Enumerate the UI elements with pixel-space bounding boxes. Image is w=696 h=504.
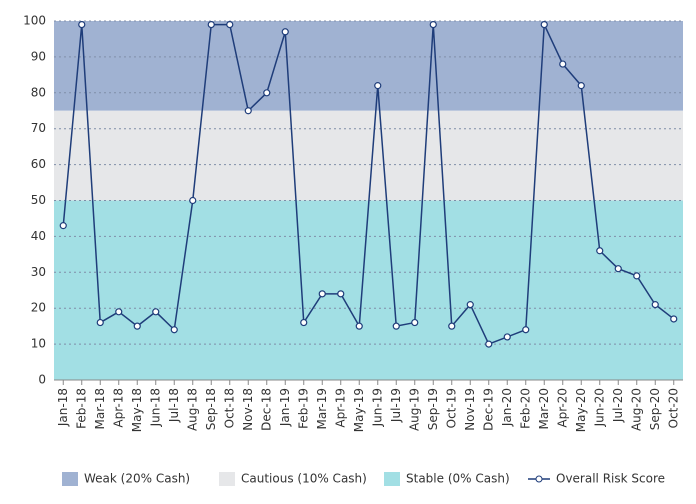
- x-tick-label: Apr-18: [111, 388, 125, 428]
- x-tick-label: Sep-18: [204, 388, 218, 430]
- y-tick-label: 10: [31, 337, 46, 351]
- x-tick-label: Jun-20: [592, 388, 606, 427]
- x-tick-label: Apr-20: [555, 388, 569, 428]
- risk-point: [300, 318, 308, 327]
- x-tick-label: Feb-18: [74, 388, 88, 429]
- legend-label: Weak (20% Cash): [84, 472, 190, 486]
- risk-point: [78, 20, 86, 29]
- risk-point: [355, 322, 363, 330]
- risk-point: [263, 89, 271, 97]
- x-tick-label: Feb-20: [518, 388, 532, 429]
- risk-point: [448, 322, 456, 330]
- x-tick-label: Jul-18: [167, 388, 181, 423]
- x-tick-label: Jan-20: [500, 388, 514, 427]
- x-tick-label: Mar-18: [93, 388, 107, 429]
- x-tick-label: Apr-19: [333, 388, 347, 428]
- risk-point: [281, 28, 289, 36]
- y-tick-label: 50: [31, 193, 46, 207]
- risk-point: [337, 290, 345, 298]
- y-tick-label: 20: [31, 301, 46, 315]
- x-tick-label: Dec-19: [481, 388, 495, 431]
- x-tick-label: May-20: [574, 388, 588, 432]
- risk-point: [59, 222, 67, 230]
- x-tick-label: Jul-20: [611, 388, 625, 423]
- risk-point: [577, 82, 585, 90]
- x-tick-label: Feb-19: [296, 388, 310, 429]
- risk-point: [96, 318, 104, 327]
- risk-point: [670, 315, 678, 323]
- x-tick-label: Oct-18: [222, 388, 236, 428]
- y-tick-label: 70: [31, 121, 46, 135]
- x-tick-label: Jan-19: [278, 388, 292, 427]
- x-tick-label: Aug-20: [629, 388, 643, 431]
- risk-band: [54, 21, 683, 111]
- risk-point: [503, 333, 511, 341]
- x-tick-label: Oct-20: [666, 388, 680, 428]
- risk-point: [411, 318, 419, 327]
- x-tick-label: Mar-19: [315, 388, 329, 429]
- x-tick-label: Jun-18: [148, 388, 162, 427]
- legend-marker: [535, 475, 543, 483]
- y-tick-label: 0: [38, 373, 46, 387]
- risk-point: [226, 20, 234, 29]
- x-tick-label: May-19: [352, 388, 366, 432]
- risk-point: [466, 301, 474, 309]
- risk-line: [62, 23, 675, 346]
- x-tick-label: Jul-19: [389, 388, 403, 423]
- x-tick-label: Sep-20: [648, 388, 662, 430]
- risk-point: [115, 308, 123, 316]
- legend-swatch: [62, 472, 78, 486]
- x-tick-label: Oct-19: [444, 388, 458, 428]
- x-tick-label: May-18: [130, 388, 144, 432]
- x-tick-label: Nov-19: [463, 388, 477, 431]
- risk-point: [485, 340, 493, 348]
- risk-point: [392, 322, 400, 330]
- risk-point: [522, 326, 530, 334]
- y-tick-label: 90: [31, 49, 46, 63]
- risk-point: [429, 20, 437, 29]
- risk-point: [207, 20, 215, 29]
- y-tick-label: 60: [31, 157, 46, 171]
- x-tick-label: Aug-19: [407, 388, 421, 431]
- risk-point: [651, 301, 659, 309]
- legend-swatch: [384, 472, 400, 486]
- risk-band: [54, 110, 683, 201]
- legend-swatch: [219, 472, 235, 486]
- risk-point: [540, 20, 548, 29]
- legend-label: Stable (0% Cash): [406, 472, 510, 486]
- x-tick-label: Aug-18: [185, 388, 199, 431]
- legend-label: Overall Risk Score: [556, 472, 665, 486]
- risk-point: [559, 60, 567, 68]
- risk-point: [596, 247, 604, 255]
- risk-point: [170, 326, 178, 334]
- risk-point: [614, 265, 622, 273]
- x-tick-label: Dec-18: [259, 388, 273, 431]
- x-tick-label: Nov-18: [241, 388, 255, 431]
- y-tick-label: 80: [31, 85, 46, 99]
- risk-point: [244, 107, 252, 115]
- x-tick-label: Sep-19: [426, 388, 440, 430]
- risk-point: [318, 290, 326, 298]
- risk-point: [152, 308, 160, 316]
- risk-point: [189, 196, 197, 205]
- x-tick-label: Jun-19: [370, 388, 384, 427]
- x-tick-label: Mar-20: [537, 388, 551, 429]
- risk-point: [133, 322, 141, 330]
- y-tick-label: 40: [31, 229, 46, 243]
- y-tick-label: 30: [31, 265, 46, 279]
- y-tick-label: 100: [23, 14, 46, 28]
- risk-point: [374, 82, 382, 90]
- legend-label: Cautious (10% Cash): [241, 472, 367, 486]
- x-tick-label: Jan-18: [56, 388, 70, 427]
- risk-band: [54, 200, 683, 380]
- risk-point: [633, 272, 641, 280]
